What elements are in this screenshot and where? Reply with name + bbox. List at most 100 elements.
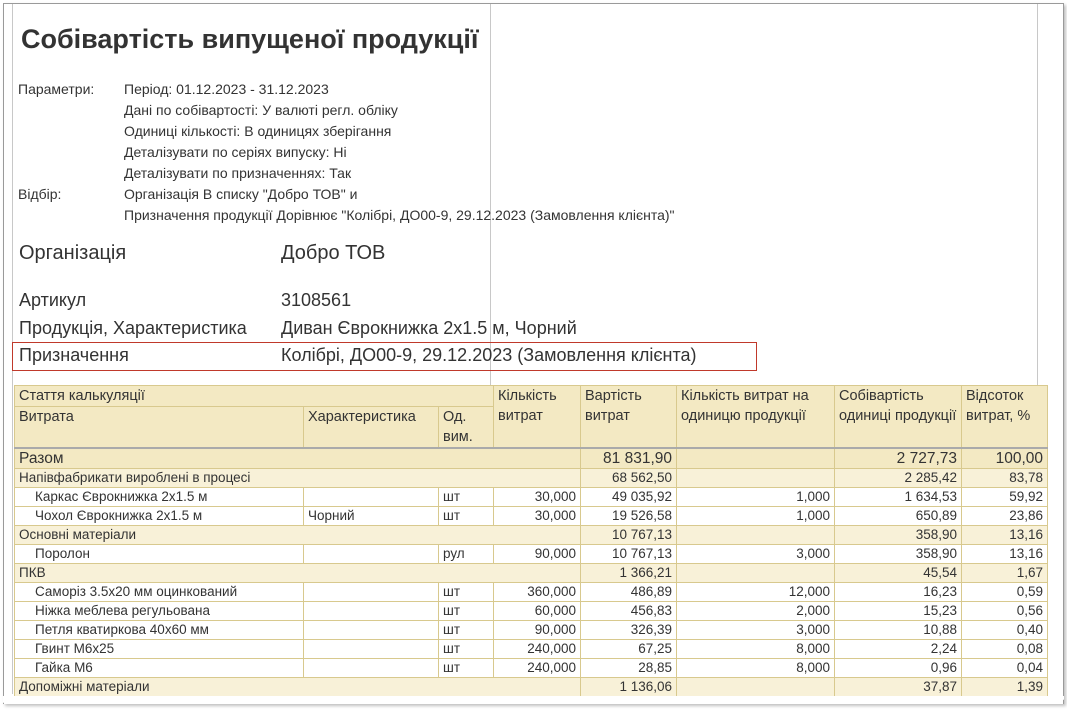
article-label: Артикул	[19, 290, 87, 310]
header-percent: Відсоток витрат, %	[961, 385, 1048, 449]
header-characteristic: Характеристика	[303, 406, 439, 449]
table-row: Ніжка меблева регульована шт 60,000 456,83 2…	[14, 601, 1048, 621]
group-row: Допоміжні матеріали 1 136,06 37,87 1,39	[14, 677, 1048, 697]
header-qty-per-unit: Кількість витрат на одиницю продукції	[676, 385, 835, 449]
characteristic-cell	[303, 487, 439, 507]
characteristic-cell: Чорний	[303, 506, 439, 526]
unit-cost-cell: 2 285,42	[834, 468, 962, 488]
qty-cell: 30,000	[493, 487, 581, 507]
qty-per-unit-cell: 12,000	[676, 582, 835, 602]
expense-cell: Разом	[14, 447, 581, 469]
table-row: Саморіз 3.5х20 мм оцинкований шт 360,000 48…	[14, 582, 1048, 602]
report-parameters: Параметри: Період: 01.12.2023 - 31.12.202…	[18, 79, 675, 226]
header-unit: Од. вим.	[438, 406, 494, 449]
qty-per-unit-cell	[676, 525, 835, 545]
unit-cost-cell: 2,24	[834, 639, 962, 659]
report-title: Собівартість випущеної продукції	[21, 24, 479, 54]
header-unit-cost: Собівартість одиниці продукції	[834, 385, 962, 449]
group-row: Напівфабрикати вироблені в процесі 68 562…	[14, 468, 1048, 488]
percent-cell: 100,00	[961, 447, 1048, 469]
header-expense: Витрата	[14, 406, 304, 449]
qty-cell: 30,000	[493, 506, 581, 526]
cost-cell: 326,39	[580, 620, 677, 640]
header-qty: Кількість витрат	[493, 385, 581, 449]
filter-label: Відбір:	[18, 186, 62, 202]
expense-cell: Ніжка меблева регульована	[14, 601, 304, 621]
cost-cell: 1 136,06	[580, 677, 677, 697]
qty-cell: 360,000	[493, 582, 581, 602]
expense-cell: Чохол Єврокнижка 2х1.5 м	[14, 506, 304, 526]
table-row: Гайка М6 шт 240,000 28,85 8,000 0,96 0,04	[14, 658, 1048, 678]
unit-cost-cell: 650,89	[834, 506, 962, 526]
cost-cell: 81 831,90	[580, 447, 677, 469]
group-row: ПКВ 1 366,21 45,54 1,67	[14, 563, 1048, 583]
header-cost-article: Стаття калькуляції	[14, 385, 494, 407]
table-row: Петля кватиркова 40х60 мм шт 90,000 326,39 3…	[14, 620, 1048, 640]
expense-cell: Допоміжні матеріали	[14, 677, 581, 697]
expense-cell: Саморіз 3.5х20 мм оцинкований	[14, 582, 304, 602]
unit-cost-cell: 37,87	[834, 677, 962, 697]
qty-cell: 90,000	[493, 620, 581, 640]
expense-cell: Петля кватиркова 40х60 мм	[14, 620, 304, 640]
qty-cell: 240,000	[493, 639, 581, 659]
qty-per-unit-cell: 1,000	[676, 506, 835, 526]
cost-cell: 28,85	[580, 658, 677, 678]
percent-cell: 0,56	[961, 601, 1048, 621]
cost-cell: 486,89	[580, 582, 677, 602]
unit-cost-cell: 1 634,53	[834, 487, 962, 507]
percent-cell: 0,40	[961, 620, 1048, 640]
qty-cell: 60,000	[493, 601, 581, 621]
parameter-line: Деталізувати по серіях випуску: Ні	[124, 144, 347, 160]
cost-cell: 49 035,92	[580, 487, 677, 507]
expense-cell: Поролон	[14, 544, 304, 564]
qty-per-unit-cell: 8,000	[676, 639, 835, 659]
table-row: Поролон рул 90,000 10 767,13 3,000 358,90 13,1…	[14, 544, 1048, 564]
total-row: Разом 81 831,90 2 727,73 100,00	[14, 447, 1048, 469]
cost-cell: 456,83	[580, 601, 677, 621]
cost-cell: 1 366,21	[580, 563, 677, 583]
percent-cell: 0,08	[961, 639, 1048, 659]
expense-cell: Каркас Єврокнижка 2х1.5 м	[14, 487, 304, 507]
unit-cell: шт	[438, 658, 494, 678]
cost-cell: 67,25	[580, 639, 677, 659]
parameter-line: Деталізувати по призначеннях: Так	[124, 165, 352, 181]
filter-line: Організація В списку "Добро ТОВ" и	[124, 186, 358, 202]
page-break-guide	[490, 4, 491, 694]
unit-cost-cell: 358,90	[834, 544, 962, 564]
qty-cell: 90,000	[493, 544, 581, 564]
table-row: Каркас Єврокнижка 2х1.5 м шт 30,000 49 035,…	[14, 487, 1048, 507]
unit-cost-cell: 358,90	[834, 525, 962, 545]
characteristic-cell	[303, 544, 439, 564]
qty-per-unit-cell: 3,000	[676, 544, 835, 564]
article-value: 3108561	[281, 290, 352, 310]
unit-cell: шт	[438, 620, 494, 640]
purpose-highlight-box	[12, 342, 757, 371]
characteristic-cell	[303, 658, 439, 678]
organization-label: Організація	[19, 242, 127, 264]
qty-cell: 240,000	[493, 658, 581, 678]
qty-per-unit-cell: 2,000	[676, 601, 835, 621]
unit-cell: шт	[438, 506, 494, 526]
characteristic-cell	[303, 639, 439, 659]
table-row: Чохол Єврокнижка 2х1.5 м Чорний шт 30,000 19…	[14, 506, 1048, 526]
percent-cell: 13,16	[961, 525, 1048, 545]
cost-table: Стаття калькуляції Кількість витрат Варт…	[14, 385, 1048, 697]
characteristic-cell	[303, 601, 439, 621]
percent-cell: 0,04	[961, 658, 1048, 678]
percent-cell: 1,39	[961, 677, 1048, 697]
expense-cell: Напівфабрикати вироблені в процесі	[14, 468, 581, 488]
qty-per-unit-cell	[676, 677, 835, 697]
cost-cell: 10 767,13	[580, 544, 677, 564]
qty-per-unit-cell	[676, 468, 835, 488]
parameter-line: Період: 01.12.2023 - 31.12.2023	[124, 81, 329, 97]
unit-cell: шт	[438, 487, 494, 507]
cost-cell: 10 767,13	[580, 525, 677, 545]
percent-cell: 13,16	[961, 544, 1048, 564]
torn-edge	[3, 696, 1064, 706]
percent-cell: 83,78	[961, 468, 1048, 488]
qty-per-unit-cell	[676, 563, 835, 583]
header-cost: Вартість витрат	[580, 385, 677, 449]
qty-per-unit-cell: 1,000	[676, 487, 835, 507]
product-label: Продукція, Характеристика	[19, 318, 247, 338]
unit-cell: шт	[438, 582, 494, 602]
